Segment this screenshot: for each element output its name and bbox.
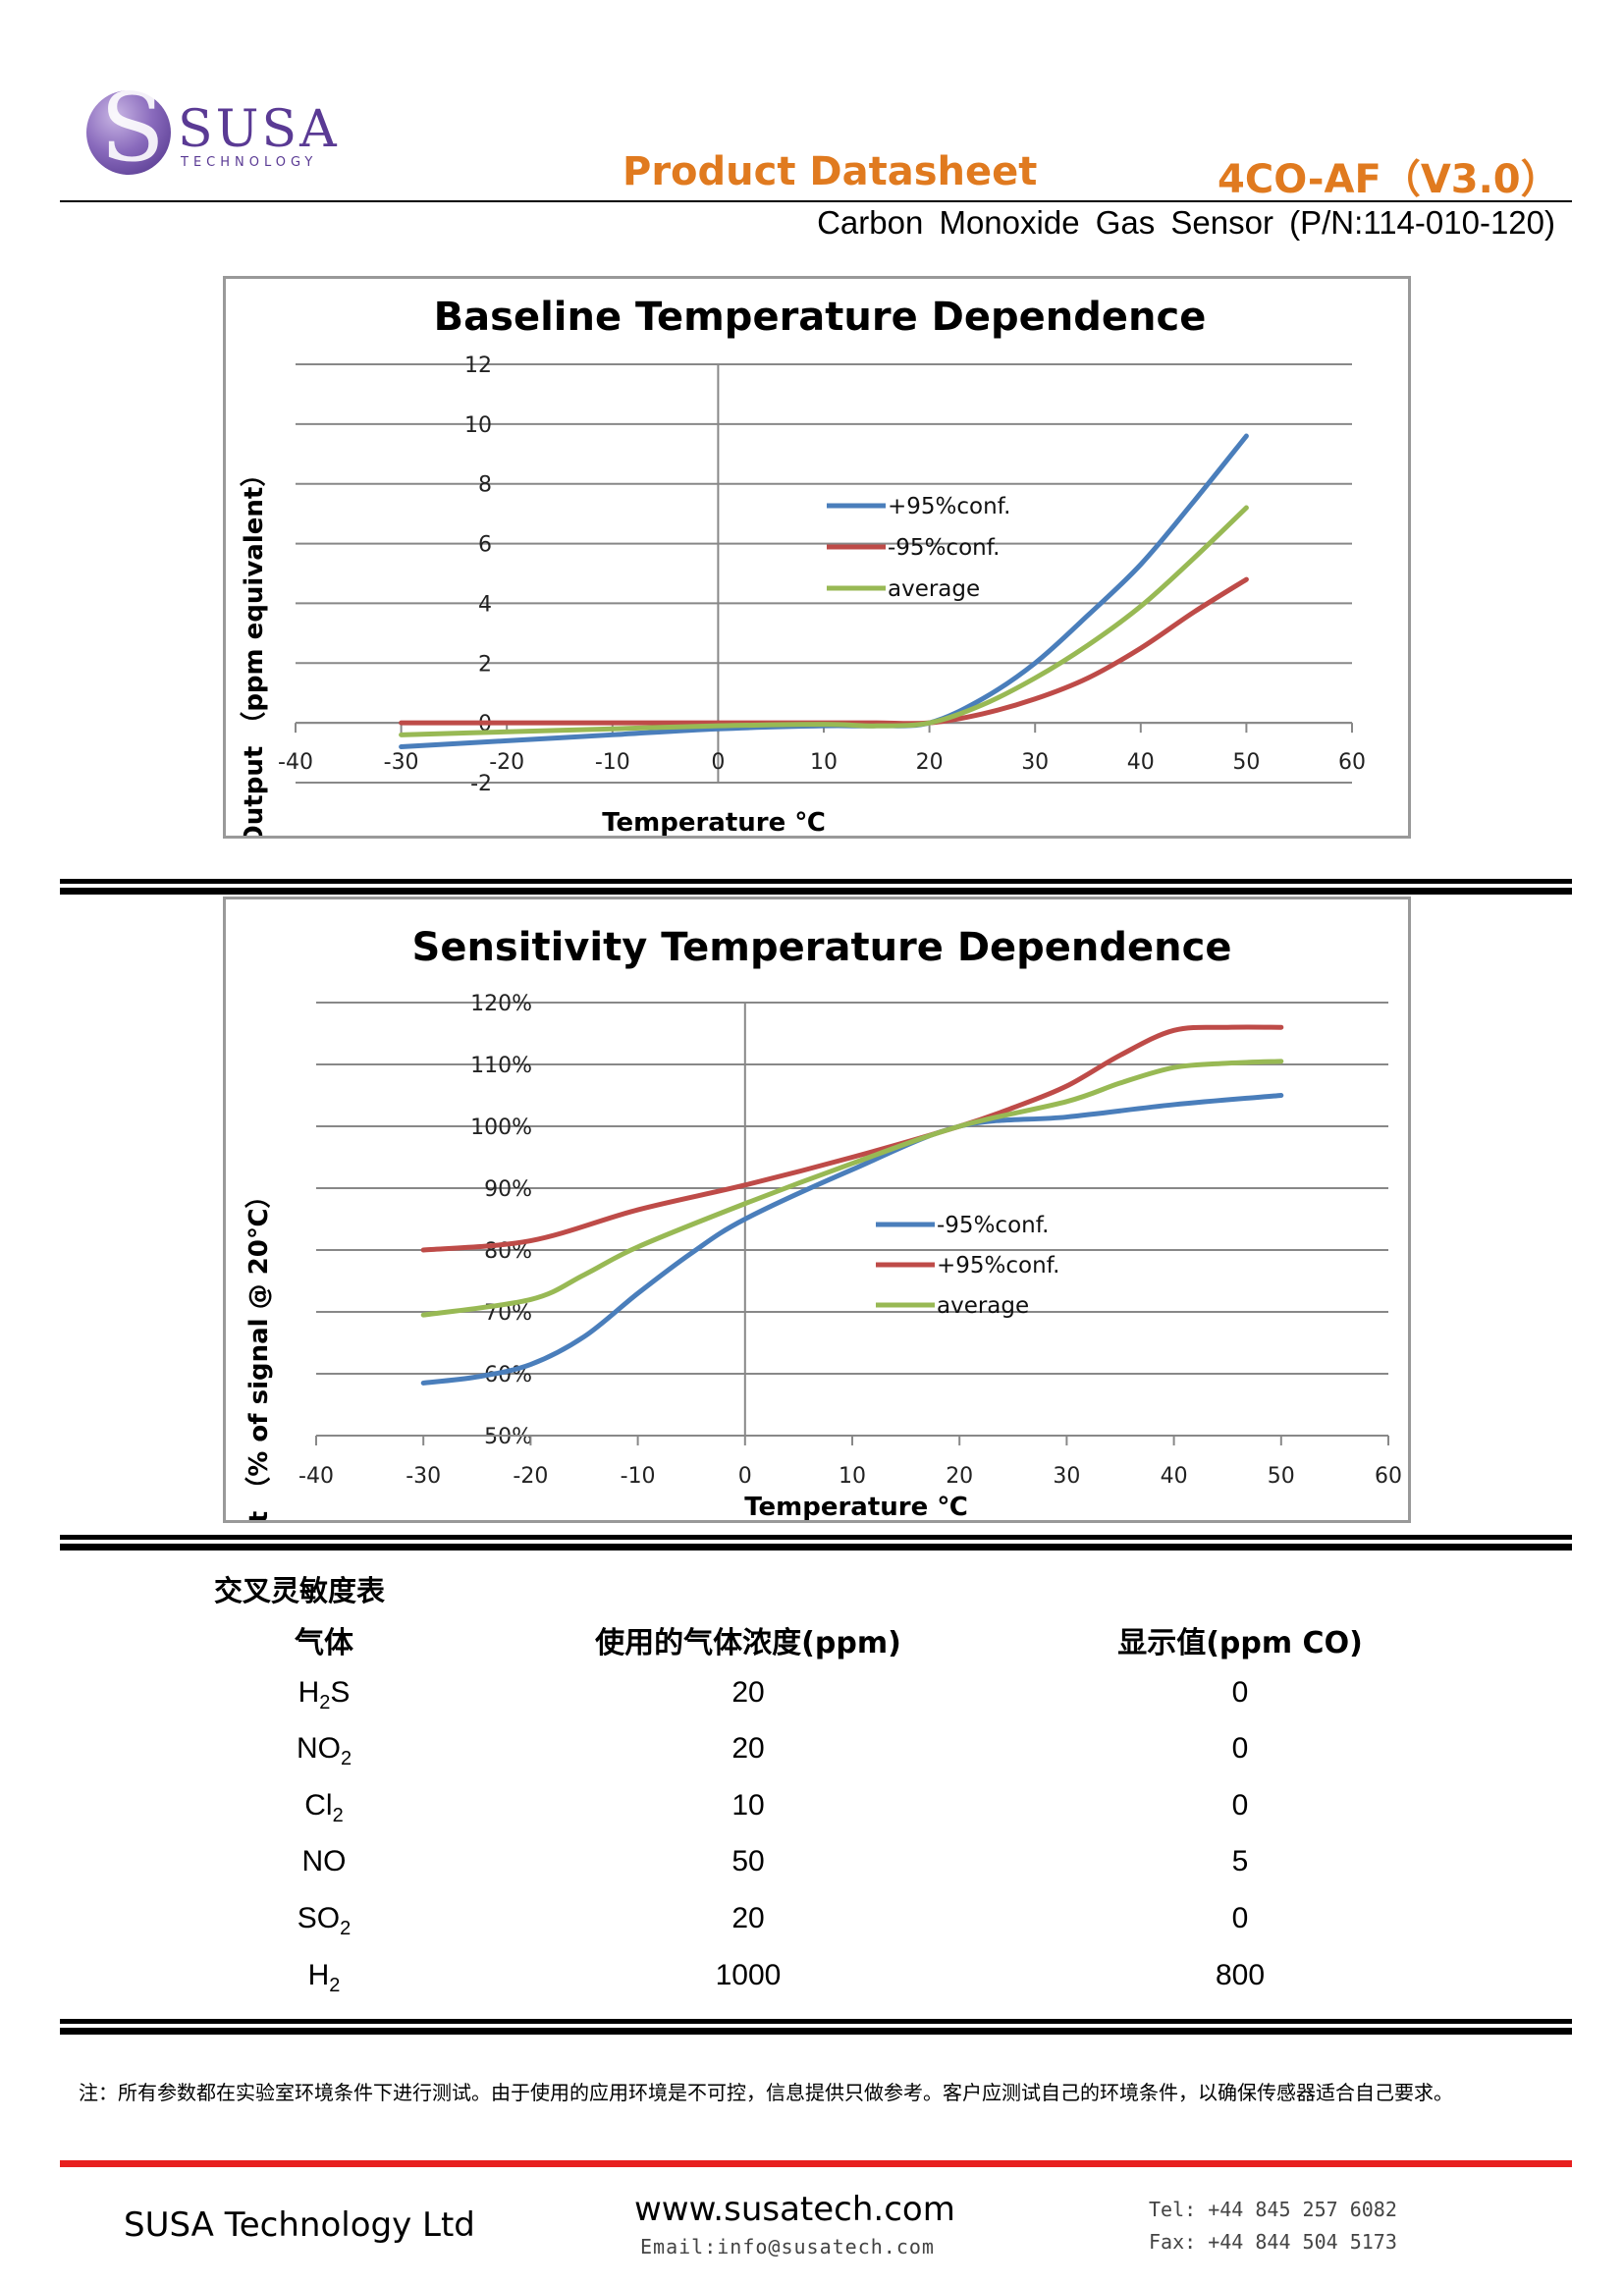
- table-cell-reading: 0: [1231, 1676, 1249, 1709]
- section-divider: [60, 1535, 1572, 1551]
- x-tick-label: 60: [1375, 1464, 1402, 1489]
- table-cell-gas: H2S: [298, 1676, 351, 1714]
- x-axis-title: Temperature ℃: [744, 1493, 968, 1520]
- x-tick-label: 40: [1127, 750, 1155, 775]
- legend-label: average: [937, 1293, 1029, 1319]
- x-tick-label: 0: [711, 750, 725, 775]
- table-cell-gas: SO2: [297, 1902, 352, 1939]
- chart-title: Baseline Temperature Dependence: [434, 295, 1207, 340]
- table-cell-gas: NO2: [296, 1732, 352, 1769]
- legend-label: -95%conf.: [888, 535, 1000, 561]
- section-divider: [60, 2019, 1572, 2035]
- x-tick-label: 60: [1338, 750, 1366, 775]
- logo-subtitle: TECHNOLOGY: [181, 155, 318, 170]
- series-line-2: [420, 1024, 1284, 1253]
- footer-email-link[interactable]: Email:info@susatech.com: [640, 2235, 935, 2258]
- x-tick-label: 50: [1232, 750, 1260, 775]
- document-subtitle: Carbon Monoxide Gas Sensor (P/N:114-010-…: [817, 204, 1555, 241]
- legend-label: +95%conf.: [937, 1253, 1059, 1279]
- x-tick-label: -30: [406, 1464, 441, 1489]
- y-tick-label: -2: [470, 772, 492, 796]
- y-tick-label: 10: [464, 413, 492, 438]
- table-cell-gas: NO: [301, 1845, 347, 1877]
- x-tick-label: -20: [513, 1464, 548, 1489]
- table-cell-concentration: 20: [731, 1676, 765, 1709]
- product-model: 4CO-AF（V3.0）: [1218, 157, 1560, 202]
- y-tick-label: 110%: [470, 1054, 532, 1078]
- series-line-3: [420, 1059, 1284, 1318]
- series-line-3: [399, 505, 1249, 737]
- x-tick-label: -10: [595, 750, 630, 775]
- y-tick-label: 12: [464, 354, 492, 378]
- x-tick-label: 10: [810, 750, 838, 775]
- table-header-concentration: 使用的气体浓度(ppm): [595, 1626, 901, 1660]
- footnote: 注：所有参数都在实验室环境条件下进行测试。由于使用的应用环境是不可控，信息提供只…: [79, 2081, 1453, 2104]
- table-cell-reading: 0: [1231, 1732, 1249, 1765]
- footer-company-name: SUSA Technology Ltd: [124, 2205, 475, 2245]
- table-cell-gas: Cl2: [304, 1789, 344, 1826]
- x-tick-label: 10: [839, 1464, 866, 1489]
- table-cell-concentration: 10: [731, 1789, 765, 1822]
- x-tick-label: 0: [738, 1464, 752, 1489]
- legend-label: average: [888, 576, 980, 602]
- table-cell-gas: H2: [307, 1959, 341, 1996]
- footer-fax: Fax: +44 844 504 5173: [1149, 2230, 1397, 2254]
- table-cell-concentration: 50: [731, 1845, 765, 1877]
- sensitivity-chart: Sensitivity Temperature Dependence 50% 60%…: [223, 897, 1411, 1523]
- table-cell-reading: 800: [1215, 1959, 1266, 1991]
- x-tick-label: 30: [1053, 1464, 1080, 1489]
- x-axis-title: Temperature ℃: [602, 808, 826, 836]
- header-divider: [60, 200, 1572, 202]
- legend-label: +95%conf.: [888, 494, 1010, 519]
- y-tick-label: 6: [478, 533, 492, 558]
- baseline-chart: Baseline Temperature Dependence -2 0 2 4 6 8 10…: [223, 276, 1411, 839]
- chart-title: Sensitivity Temperature Dependence: [412, 925, 1232, 970]
- table-cell-reading: 0: [1231, 1789, 1249, 1822]
- table-title: 交叉灵敏度表: [214, 1574, 386, 1607]
- y-tick-label: 120%: [470, 992, 532, 1016]
- logo-s-glyph: S: [100, 73, 165, 183]
- series-line-1: [420, 1093, 1284, 1386]
- x-tick-label: 20: [916, 750, 944, 775]
- y-tick-label: 8: [478, 473, 492, 498]
- series-line-1: [399, 433, 1249, 749]
- x-tick-label: 30: [1021, 750, 1049, 775]
- table-cell-concentration: 20: [731, 1732, 765, 1765]
- document-title: Product Datasheet: [623, 149, 1038, 194]
- x-tick-label: -30: [384, 750, 419, 775]
- baseline-chart-svg: Baseline Temperature Dependence-20246810…: [240, 295, 1366, 836]
- y-tick-label: 4: [478, 592, 492, 617]
- y-axis-title: Output （ppm equivalent）: [240, 462, 269, 836]
- x-tick-label: -10: [621, 1464, 656, 1489]
- x-tick-label: 20: [946, 1464, 973, 1489]
- logo-emblem: [86, 90, 171, 175]
- series-line-2: [399, 576, 1249, 727]
- x-tick-label: -40: [298, 1464, 334, 1489]
- y-tick-label: 2: [478, 652, 492, 677]
- table-cell-reading: 5: [1231, 1845, 1249, 1877]
- table-cell-reading: 0: [1231, 1902, 1249, 1934]
- footer-website-link[interactable]: www.susatech.com: [634, 2190, 955, 2229]
- x-tick-label: -40: [278, 750, 313, 775]
- sensitivity-chart-svg: Sensitivity Temperature Dependence50%60%…: [244, 925, 1402, 1520]
- y-axis-title: Output （% of signal @ 20℃）: [244, 1183, 274, 1520]
- section-divider: [60, 879, 1572, 895]
- x-tick-label: -20: [489, 750, 524, 775]
- table-header-gas: 气体: [295, 1626, 353, 1660]
- footer-divider: [60, 2160, 1572, 2167]
- y-tick-label: 90%: [484, 1177, 532, 1202]
- y-tick-label: 100%: [470, 1115, 532, 1140]
- x-tick-label: 50: [1268, 1464, 1295, 1489]
- x-tick-label: 40: [1161, 1464, 1188, 1489]
- y-tick-label: 50%: [484, 1425, 532, 1449]
- logo-name: SUSA: [178, 100, 340, 159]
- table-cell-concentration: 1000: [715, 1959, 782, 1991]
- footer-telephone: Tel: +44 845 257 6082: [1149, 2198, 1397, 2221]
- table-cell-concentration: 20: [731, 1902, 765, 1934]
- legend-label: -95%conf.: [937, 1213, 1049, 1238]
- company-logo: S SUSA TECHNOLOGY: [86, 81, 342, 189]
- table-header-reading: 显示值(ppm CO): [1117, 1626, 1363, 1660]
